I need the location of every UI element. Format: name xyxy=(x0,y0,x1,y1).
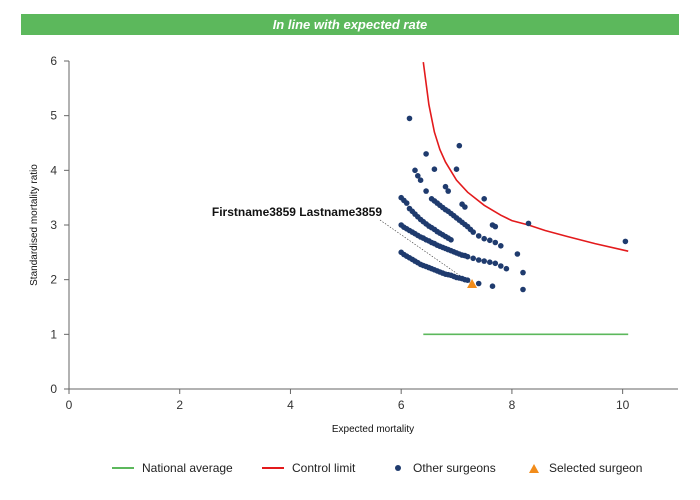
x-tick-label: 6 xyxy=(398,398,405,412)
legend-item-selected-surgeon[interactable]: Selected surgeon xyxy=(523,458,642,478)
y-tick-label: 3 xyxy=(50,218,57,232)
x-tick-label: 8 xyxy=(509,398,516,412)
other-surgeons-dot-icon xyxy=(395,465,401,471)
y-tick-label: 6 xyxy=(50,54,57,68)
control-limit-line-icon xyxy=(262,467,284,469)
y-tick-label: 0 xyxy=(50,382,57,396)
other-surgeon-point[interactable] xyxy=(487,237,493,244)
x-axis-label: Expected mortality xyxy=(332,424,414,435)
other-surgeon-point[interactable] xyxy=(448,237,454,243)
control-limit-line xyxy=(422,61,629,252)
legend-item-other-surgeons[interactable]: Other surgeons xyxy=(387,458,496,478)
other-surgeon-point[interactable] xyxy=(492,239,499,246)
other-surgeon-point[interactable] xyxy=(417,177,424,183)
other-surgeon-point[interactable] xyxy=(423,151,429,157)
other-surgeon-point[interactable] xyxy=(514,251,521,257)
plot-area xyxy=(379,61,629,336)
selected-surgeon-point[interactable] xyxy=(467,279,478,289)
status-banner: In line with expected rate xyxy=(21,14,679,35)
other-surgeon-point[interactable] xyxy=(481,258,488,264)
national-average-line-icon xyxy=(112,467,134,469)
other-surgeon-point[interactable] xyxy=(456,142,463,149)
other-surgeon-point[interactable] xyxy=(492,223,499,230)
other-surgeon-point[interactable] xyxy=(403,200,410,206)
other-surgeon-point[interactable] xyxy=(475,280,482,287)
x-tick-label: 4 xyxy=(287,398,294,412)
y-tick-label: 5 xyxy=(50,109,57,123)
legend-label: Selected surgeon xyxy=(549,461,643,475)
other-surgeon-point[interactable] xyxy=(475,257,482,263)
other-surgeon-point[interactable] xyxy=(464,253,471,260)
other-surgeon-point[interactable] xyxy=(464,277,471,284)
x-tick-label: 10 xyxy=(616,398,630,412)
other-surgeon-point[interactable] xyxy=(445,188,452,194)
other-surgeon-point[interactable] xyxy=(423,188,429,194)
other-surgeon-point[interactable] xyxy=(481,235,488,242)
other-surgeon-point[interactable] xyxy=(520,286,526,293)
selected-surgeon-annotation: Firstname3859 Lastname3859 xyxy=(212,205,382,219)
other-surgeon-point[interactable] xyxy=(470,255,477,262)
selected-surgeon-triangle-icon xyxy=(529,463,539,473)
legend-label: Control limit xyxy=(292,461,356,475)
other-surgeon-point[interactable] xyxy=(503,265,510,272)
other-surgeon-point[interactable] xyxy=(475,233,482,239)
y-tick-label: 1 xyxy=(50,327,57,341)
legend-label: Other surgeons xyxy=(413,461,496,475)
x-tick-label: 2 xyxy=(176,398,183,412)
x-tick-label: 0 xyxy=(66,398,73,412)
other-surgeon-point[interactable] xyxy=(520,269,526,276)
other-surgeon-point[interactable] xyxy=(442,183,449,190)
other-surgeon-point[interactable] xyxy=(431,166,438,172)
other-surgeon-point[interactable] xyxy=(622,238,629,245)
other-surgeon-point[interactable] xyxy=(412,167,418,174)
other-surgeon-point[interactable] xyxy=(489,283,496,290)
other-surgeon-point[interactable] xyxy=(470,229,477,235)
funnel-plot: 0 2 4 6 8 10 0 1 2 3 4 5 6 Expected mortality Standa… xyxy=(29,54,678,435)
annotation-leader-line xyxy=(379,219,473,285)
legend-item-control-limit[interactable]: Control limit xyxy=(262,458,355,478)
other-surgeon-point[interactable] xyxy=(453,166,460,172)
other-surgeon-point[interactable] xyxy=(415,173,421,179)
other-surgeon-point[interactable] xyxy=(462,204,468,210)
legend-label: National average xyxy=(142,461,233,475)
other-surgeon-point[interactable] xyxy=(481,196,488,202)
other-surgeon-point[interactable] xyxy=(498,243,504,249)
other-surgeon-point[interactable] xyxy=(525,220,532,227)
other-surgeon-point[interactable] xyxy=(492,260,499,267)
legend: National average Control limit Other sur… xyxy=(0,458,700,478)
y-axis-label: Standardised mortality ratio xyxy=(29,164,40,286)
y-tick-label: 4 xyxy=(50,163,57,177)
legend-item-national-average[interactable]: National average xyxy=(112,458,233,478)
other-surgeon-point[interactable] xyxy=(406,115,413,122)
axes: 0 2 4 6 8 10 0 1 2 3 4 5 6 xyxy=(50,54,678,412)
other-surgeon-point[interactable] xyxy=(487,259,493,266)
y-tick-label: 2 xyxy=(50,273,57,287)
other-surgeon-point[interactable] xyxy=(498,263,504,269)
